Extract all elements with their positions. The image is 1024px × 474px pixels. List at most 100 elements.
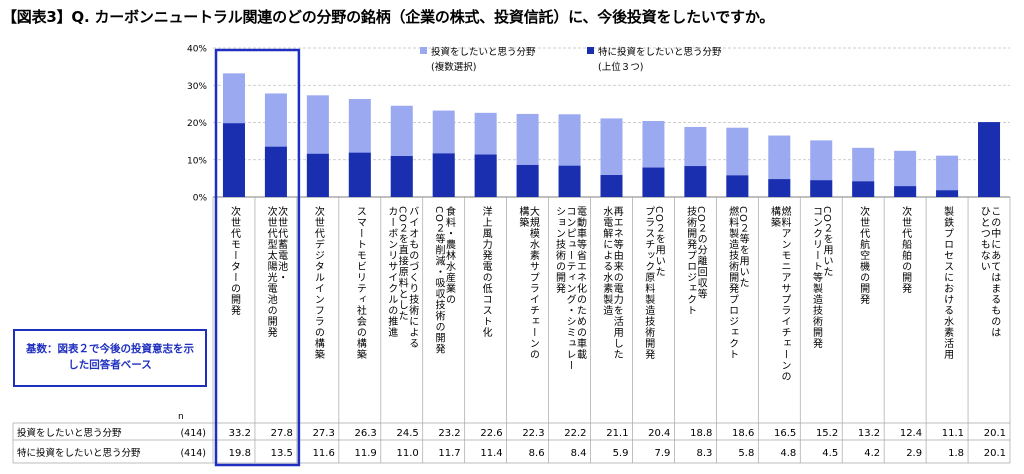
value-row2-11: 8.3 [696,448,712,459]
category-label-1-line-1: 次世代型太陽光電池の開発 [265,205,277,338]
value-row1-11: 18.8 [690,428,712,439]
value-row1-10: 20.4 [648,428,670,439]
category-label-9-line-1: 水電解による水素製造 [601,206,613,316]
legend-sub-2: (上位３つ) [598,61,643,73]
bar-15-series-2 [852,181,875,197]
value-row2-1: 13.5 [271,448,293,459]
bar-5-series-2 [432,153,455,197]
bar-2-series-2 [306,153,329,197]
bar-16-series-2 [894,186,917,197]
bar-1-series-2 [264,146,287,197]
category-label-12-line-1: 燃料製造技術開発プロジェクト [727,205,739,360]
row-label-1: 投資をしたいと思う分野 [17,427,122,439]
category-label-14-line-1: コンクリート等製造技術開発 [810,206,822,349]
category-label-7-line-0: 大規模水素サプライチェーンの [527,205,539,360]
n-value-2: (414) [180,448,206,459]
bar-16-series-1 [894,150,917,197]
bar-13-series-2 [768,179,791,197]
value-row2-17: 1.8 [948,448,964,459]
category-label-10-line-1: プラスチック原料製造技術開発 [643,206,655,360]
value-row1-2: 27.3 [313,428,335,439]
category-label-11-line-0: CO２の分離回収等 [695,206,707,300]
y-tick-label: 40% [187,45,207,55]
value-row1-15: 13.2 [858,428,880,439]
category-label-11-line-1: 技術開発プロジェクト [685,205,697,316]
value-row2-0: 19.8 [229,448,251,459]
value-row2-9: 5.9 [613,448,629,459]
base-note-text: 基数：図表２で今後の投資意志を示した回答者ベース [26,343,194,371]
category-label-15-line-0: 次世代航空機の開発 [858,205,870,305]
category-label-7-line-1: 構築 [517,205,529,228]
category-label-5-line-1: CO２等削減・吸収技術の開発 [433,206,445,355]
category-label-0-line-0: 次世代モーターの開発 [228,205,240,316]
value-row1-4: 24.5 [396,428,418,439]
value-row2-6: 11.4 [480,448,502,459]
bar-11-series-2 [684,166,707,197]
legend-swatch-1 [420,47,427,54]
category-label-8-line-0: 電動車等省エネ化のための車載 [575,206,587,360]
category-label-4-line-0: バイオものづくり技術による [407,206,419,349]
legend-swatch-2 [587,47,594,54]
page-title: 【図表3】Q. カーボンニュートラル関連のどの分野の銘柄（企業の株式、投資信託）… [2,8,775,26]
bar-9-series-2 [600,175,623,197]
value-row1-3: 26.3 [355,428,377,439]
bar-17-series-2 [936,190,959,197]
value-row2-7: 8.6 [529,448,545,459]
value-row2-12: 5.8 [738,448,754,459]
category-label-9-line-0: 再エネ等由来の電力を活用した [611,206,623,360]
category-label-13-line-1: 構築 [769,205,781,228]
base-note: 基数：図表２で今後の投資意志を示した回答者ベース [13,329,207,387]
category-label-8-line-2: ション技術の開発 [554,206,566,294]
bar-18-series-2 [978,122,1001,197]
bar-8-series-2 [558,165,581,197]
value-row1-5: 23.2 [438,428,460,439]
value-row2-15: 4.2 [864,448,880,459]
category-label-3-line-0: スマートモビリティ社会の構築 [354,206,366,360]
value-row2-5: 11.7 [438,448,460,459]
value-row1-7: 22.3 [522,428,544,439]
value-row2-10: 7.9 [655,448,671,459]
category-label-8-line-1: コンピューティング・シミュレー [564,206,576,371]
value-row1-17: 11.1 [942,428,964,439]
bar-12-series-2 [726,175,749,197]
category-label-4-line-2: カーボンリサイクルの推進 [386,206,398,338]
value-row2-16: 2.9 [906,448,922,459]
y-tick-label: 20% [187,119,207,129]
highlight-box [214,48,301,467]
value-row1-9: 21.1 [606,428,628,439]
category-label-4-line-1: CO２を直接原料とした [396,206,408,322]
legend-label-1: 投資をしたいと思う分野 [431,46,536,58]
n-header: n [178,412,184,422]
category-label-1-line-0: 次世代蓄電池・ [276,205,288,283]
value-row1-16: 12.4 [900,428,922,439]
value-row1-13: 16.5 [774,428,796,439]
category-label-17-line-0: 製鉄プロセスにおける水素活用 [942,205,954,360]
y-tick-label: 30% [187,82,207,92]
value-row2-13: 4.8 [780,448,796,459]
category-label-6-line-0: 洋上風力発電の低コスト化 [480,205,492,338]
bar-4-series-2 [390,156,413,197]
category-label-13-line-0: 燃料アンモニアサプライチェーンの [779,205,791,382]
y-tick-label: 0% [193,194,208,204]
category-label-16-line-0: 次世代船舶の開発 [900,205,912,294]
value-row2-14: 4.5 [822,448,838,459]
bar-7-series-2 [516,164,539,197]
category-label-18-line-1: ひとつもない [978,206,990,272]
value-row2-3: 11.9 [355,448,377,459]
value-row2-4: 11.0 [396,448,418,459]
value-row1-14: 15.2 [816,428,838,439]
category-label-14-line-0: CO２を用いた [821,206,833,278]
value-row1-6: 22.6 [480,428,502,439]
category-label-12-line-0: CO２等を用いた [737,206,749,289]
y-tick-label: 10% [187,156,207,166]
category-label-18-line-0: この中にあてはまるものは [989,206,1001,338]
value-row2-18: 20.1 [984,448,1006,459]
legend-sub-1: (複数選択) [431,61,476,73]
value-row1-12: 18.6 [732,428,754,439]
bar-10-series-2 [642,167,665,197]
row-label-2: 特に投資をしたいと思う分野 [17,447,141,459]
bar-17-series-1 [936,155,959,197]
bar-3-series-2 [348,152,371,197]
bar-6-series-2 [474,154,497,197]
bar-14-series-2 [810,180,833,197]
